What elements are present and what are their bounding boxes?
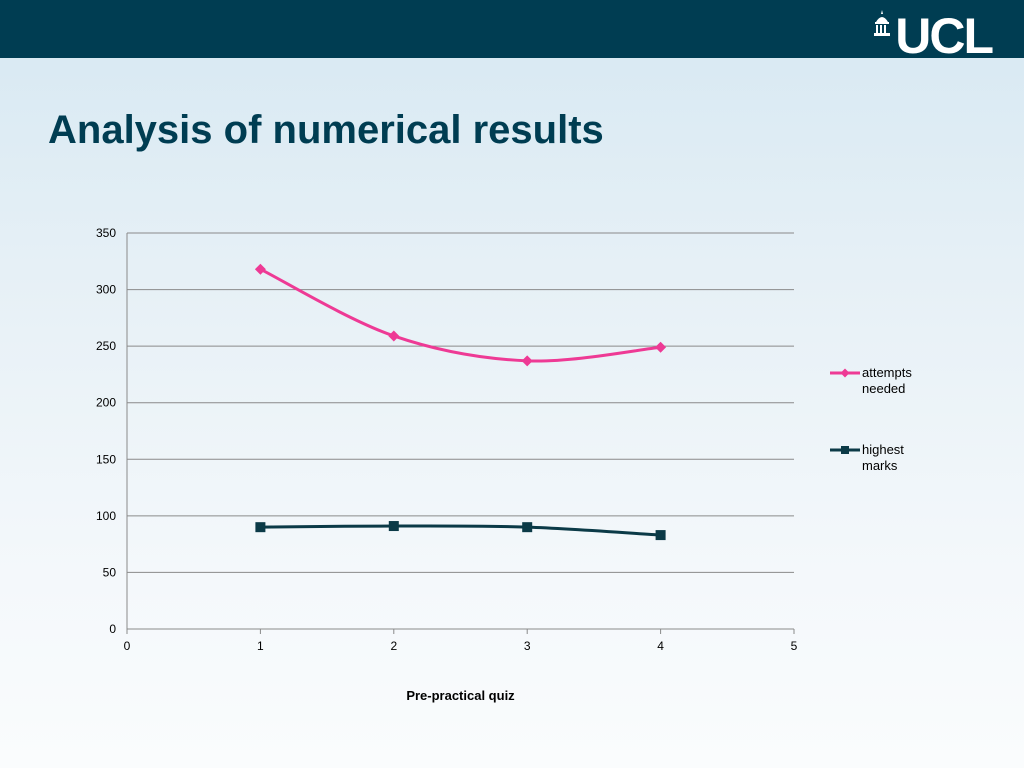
legend-label: attempts needed: [862, 365, 912, 396]
y-tick-label: 300: [96, 283, 116, 297]
header-bar: UCL: [0, 0, 1024, 64]
data-point: [255, 522, 266, 533]
data-point: [521, 355, 533, 367]
y-tick-label: 350: [96, 226, 116, 240]
series-line: [259, 267, 661, 363]
series-line: [260, 524, 661, 537]
y-tick-label: 0: [109, 622, 116, 636]
ucl-logo: UCL: [873, 8, 994, 64]
y-tick-label: 250: [96, 339, 116, 353]
legend-marker: [840, 368, 850, 378]
data-point: [254, 263, 266, 275]
legend-label: highest marks: [862, 442, 904, 473]
data-point: [655, 341, 667, 353]
slide-title: Analysis of numerical results: [48, 108, 604, 152]
x-axis-title: Pre-practical quiz: [406, 688, 515, 703]
y-tick-label: 200: [96, 396, 116, 410]
x-tick-label: 1: [257, 639, 264, 653]
data-point: [522, 522, 533, 533]
y-tick-label: 50: [103, 565, 117, 579]
x-tick-label: 3: [524, 639, 531, 653]
x-tick-label: 0: [124, 639, 131, 653]
x-tick-label: 4: [657, 639, 664, 653]
logo-text: UCL: [895, 8, 994, 64]
data-point: [388, 521, 399, 532]
plot-area: [127, 233, 794, 629]
legend-marker: [841, 446, 849, 454]
data-point: [655, 530, 666, 541]
x-tick-label: 5: [791, 639, 798, 653]
y-tick-label: 100: [96, 509, 116, 523]
y-tick-label: 150: [96, 452, 116, 466]
x-tick-label: 2: [390, 639, 397, 653]
portico-icon: [874, 10, 891, 36]
data-point: [388, 330, 400, 342]
